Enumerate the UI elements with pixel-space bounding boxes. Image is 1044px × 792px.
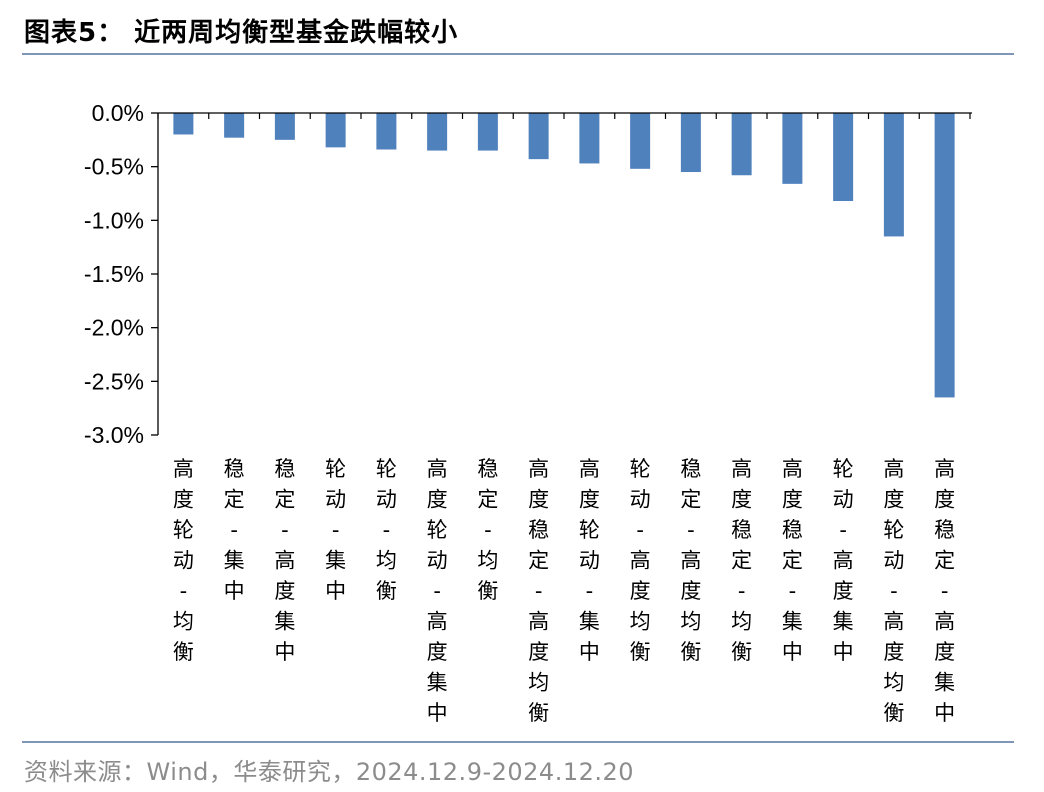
bar-7 [477, 113, 498, 151]
bar-10 [630, 113, 651, 169]
title-divider [22, 53, 1014, 55]
bar-16 [934, 113, 955, 398]
category-label-10: 轮动-高度均衡 [630, 457, 651, 664]
bar-4 [325, 113, 346, 148]
y-tick-label: -2.0% [84, 315, 144, 341]
category-label-1: 高度轮动-均衡 [173, 457, 194, 664]
bar-3 [274, 113, 295, 140]
bar-13 [782, 113, 803, 184]
category-label-4: 轮动-集中 [325, 457, 346, 603]
bars-layer [173, 113, 955, 398]
category-label-5: 轮动-均衡 [376, 457, 397, 603]
bar-2 [224, 113, 245, 138]
category-label-9: 高度轮动-集中 [579, 457, 600, 664]
category-label-11: 稳定-高度均衡 [680, 457, 701, 664]
category-label-16: 高度稳定-高度集中 [934, 457, 955, 725]
category-label-2: 稳定-集中 [224, 457, 245, 603]
bar-1 [173, 113, 194, 135]
bar-6 [427, 113, 448, 151]
y-tick-label: -0.5% [84, 154, 144, 180]
y-tick-label: -3.0% [84, 422, 144, 448]
bar-11 [680, 113, 701, 173]
category-label-13: 高度稳定-集中 [782, 457, 803, 664]
bar-15 [883, 113, 904, 237]
chart-title: 图表5： 近两周均衡型基金跌幅较小 [24, 18, 459, 48]
category-label-14: 轮动-高度集中 [833, 457, 854, 664]
bar-chart: 0.0% -0.5% -1.0% -1.5% -2.0% -2.5% -3.0% 高度轮动-… [84, 100, 972, 725]
y-tick-label: -2.5% [84, 368, 144, 394]
category-label-12: 高度稳定-均衡 [731, 457, 752, 664]
category-label-15: 高度轮动-高度均衡 [883, 457, 904, 725]
category-label-6: 高度轮动-高度集中 [427, 457, 448, 725]
y-tick-label: 0.0% [92, 100, 144, 126]
y-tick-label: -1.5% [84, 261, 144, 287]
category-label-8: 高度稳定-高度均衡 [528, 457, 549, 725]
bar-5 [376, 113, 397, 150]
bar-9 [579, 113, 600, 164]
tick-labels-layer: 0.0% -0.5% -1.0% -1.5% -2.0% -2.5% -3.0% [84, 100, 971, 448]
bar-14 [833, 113, 854, 202]
bar-12 [731, 113, 752, 176]
category-label-3: 稳定-高度集中 [274, 457, 295, 664]
footer-divider [22, 741, 1014, 743]
y-tick-label: -1.0% [84, 207, 144, 233]
category-labels-layer: 高度轮动-均衡 稳定-集中 稳定-高度集中 轮动-集中 轮动-均衡 高度轮动-高度集中 稳定… [173, 457, 955, 725]
category-label-7: 稳定-均衡 [477, 457, 498, 603]
source-note: 资料来源：Wind，华泰研究，2024.12.9-2024.12.20 [24, 758, 635, 786]
bar-8 [528, 113, 549, 160]
